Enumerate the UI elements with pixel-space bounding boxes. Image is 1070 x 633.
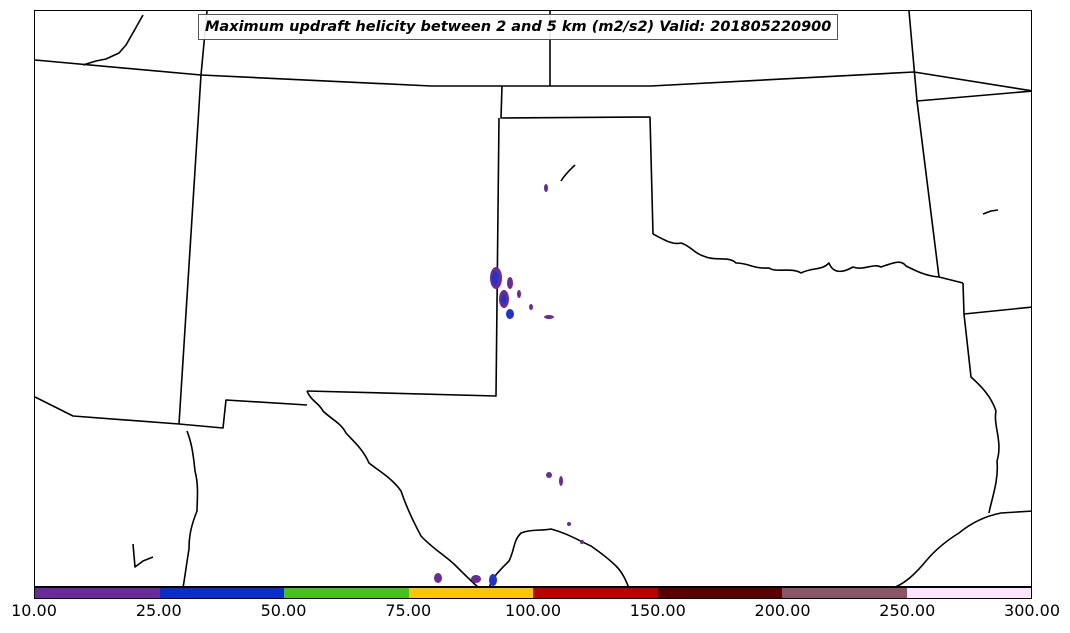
colorbar-segment (906, 588, 1031, 598)
helicity-cell (507, 277, 513, 289)
helicity-cell (580, 540, 584, 544)
state-border-nm-tx (306, 117, 500, 397)
colorbar-segment (533, 588, 658, 598)
state-border-arkansas (962, 282, 1031, 315)
colorbar-tick-label: 50.00 (260, 601, 307, 620)
colorbar-segment (35, 588, 160, 598)
colorbar-segment (159, 588, 284, 598)
map-title: Maximum updraft helicity between 2 and 5… (198, 14, 839, 40)
colorbar-tick-label: 250.00 (879, 601, 936, 620)
colorbar-tick-label: 100.00 (505, 601, 561, 620)
map-canvas (35, 11, 1031, 586)
colorbar-tick-label: 300.00 (1004, 601, 1060, 620)
helicity-cell (434, 573, 442, 583)
helicity-cell (492, 271, 498, 285)
helicity-cell (529, 304, 533, 310)
helicity-cell (489, 574, 497, 586)
map-panel (34, 10, 1032, 587)
rio-grande-border (306, 390, 478, 586)
colorbar-tick-label: 200.00 (754, 601, 811, 620)
red-river-border (652, 233, 964, 284)
state-border-colorado-nm (178, 74, 202, 425)
helicity-cell (471, 575, 481, 583)
state-border-north (35, 59, 1031, 92)
helicity-cell (544, 315, 554, 319)
colorbar (34, 587, 1032, 599)
gulf-coast (488, 528, 630, 586)
colorbar-tick-label: 75.00 (385, 601, 432, 620)
helicity-cell (559, 476, 563, 486)
colorbar-segment (782, 588, 907, 598)
colorbar-segment (657, 588, 782, 598)
louisiana-coast (895, 510, 1031, 586)
colorbar-tick-label: 150.00 (629, 601, 686, 620)
state-border-louisiana (963, 313, 1000, 514)
colorbar-segment (284, 588, 409, 598)
colorbar-tick-label: 25.00 (135, 601, 182, 620)
colorbar-tick-label: 10.00 (11, 601, 57, 620)
colorbar-segment (408, 588, 533, 598)
lake-detail (560, 164, 576, 182)
helicity-cell (546, 472, 552, 478)
state-border-az-nm (35, 396, 308, 429)
helicity-cell (517, 290, 521, 298)
helicity-cell (506, 309, 514, 319)
coast-detail-2 (82, 14, 144, 66)
lake-detail-2 (982, 209, 999, 215)
helicity-cell (544, 184, 548, 192)
state-border-missouri (916, 100, 940, 278)
helicity-cell (567, 522, 571, 526)
helicity-cells (434, 184, 584, 586)
coast-detail (132, 543, 154, 568)
state-border-ok-panhandle (500, 85, 654, 235)
helicity-cell (501, 294, 507, 304)
state-border-az-mexico (182, 430, 199, 586)
